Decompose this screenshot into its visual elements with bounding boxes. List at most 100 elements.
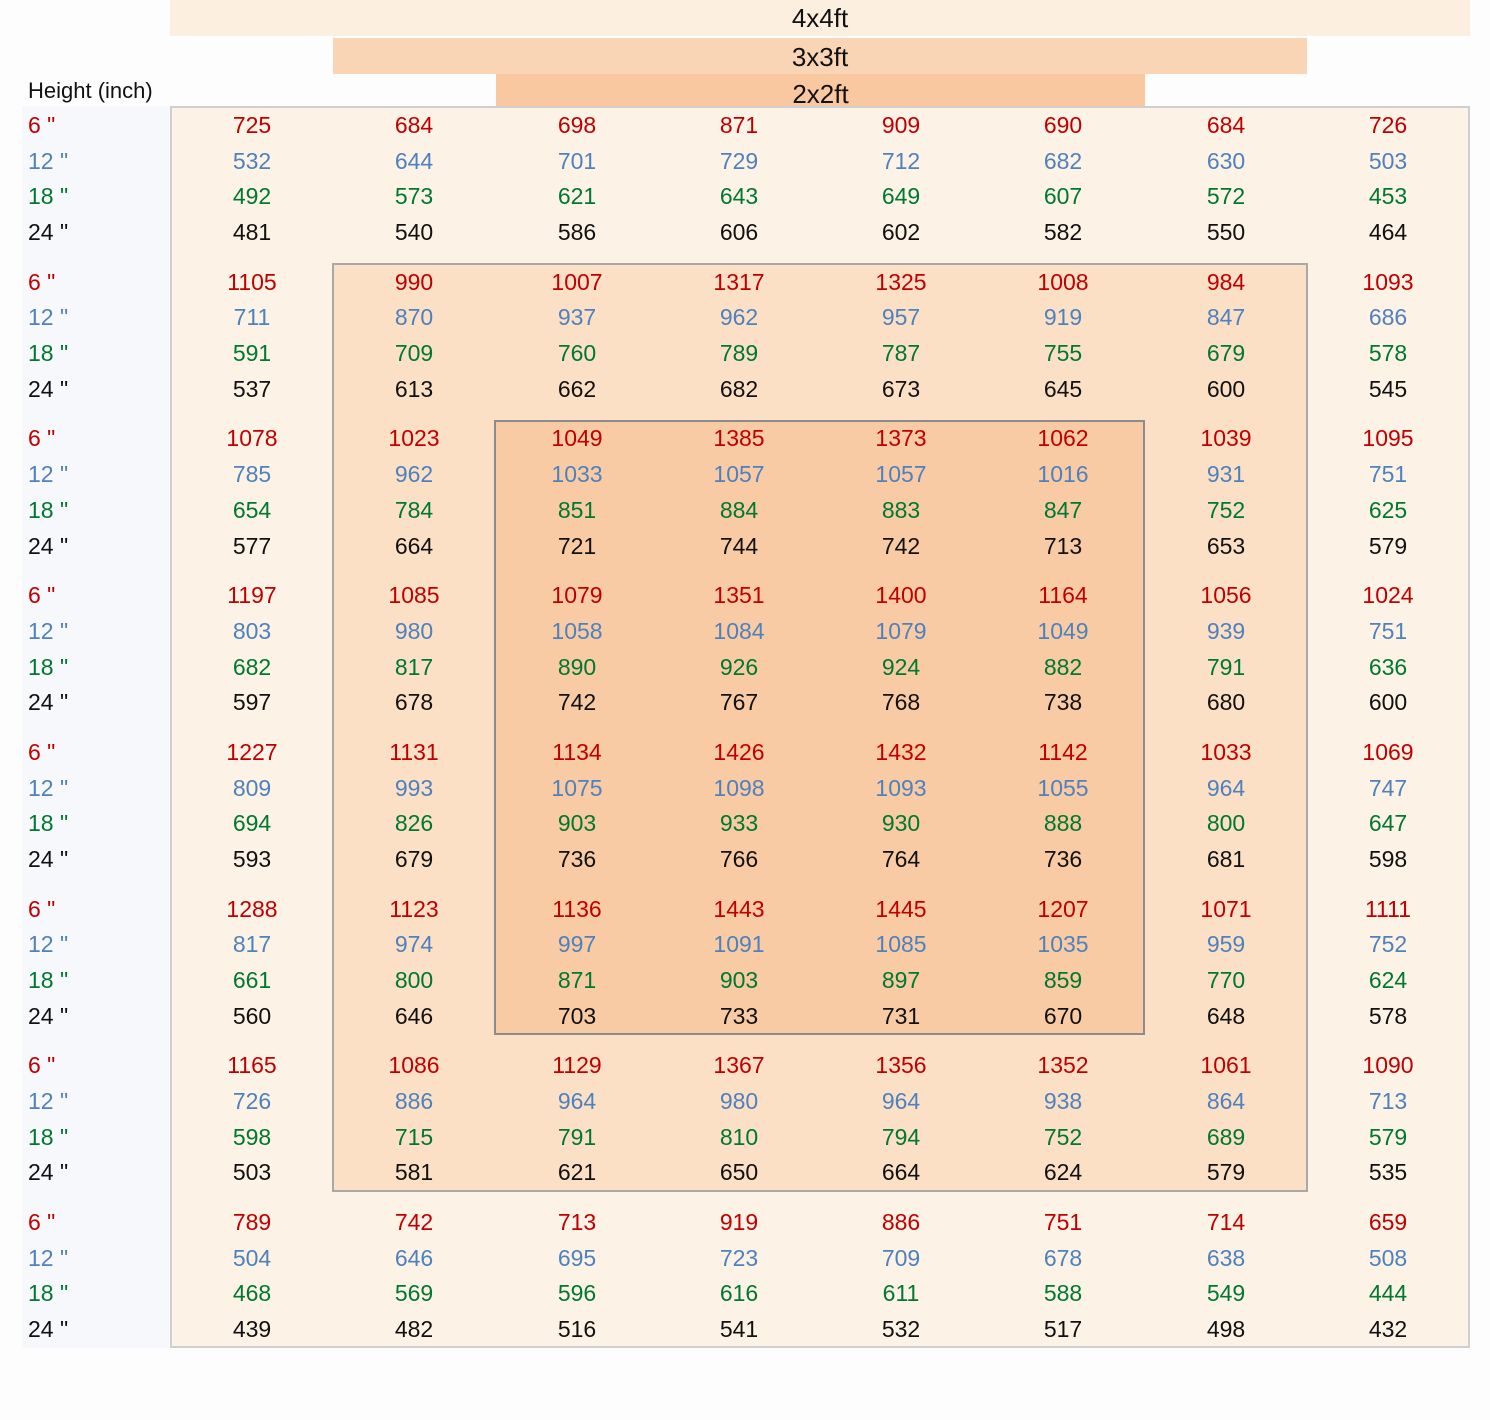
ppfd-value-r3-c4-12in: 1057 (713, 461, 765, 488)
height-label-6in: 6 " (28, 1208, 56, 1235)
ppfd-value-r1-c4-6in: 871 (719, 112, 759, 138)
ppfd-value-r4-c7-12in: 939 (1206, 617, 1246, 644)
ppfd-value-r6-c1-24in: 560 (232, 1002, 272, 1029)
ppfd-value-r4-c4-12in: 1084 (713, 617, 765, 644)
ppfd-value-r2-c5-12in: 957 (881, 304, 921, 331)
ppfd-value-r1-c7-6in: 684 (1206, 112, 1246, 138)
height-label-24in: 24 " (28, 1316, 69, 1342)
ppfd-value-r6-c8-12in: 752 (1368, 931, 1408, 958)
ppfd-value-r6-c7-12in: 959 (1206, 931, 1246, 958)
ppfd-value-r5-c4-18in: 933 (719, 810, 759, 837)
ppfd-value-r6-c5-12in: 1085 (875, 931, 927, 958)
ppfd-value-r6-c6-18in: 859 (1043, 966, 1083, 993)
ppfd-value-r2-c5-18in: 787 (881, 340, 921, 367)
ppfd-value-r7-c1-6in: 1165 (227, 1052, 277, 1079)
ppfd-value-r5-c7-6in: 1033 (1200, 738, 1252, 765)
ppfd-value-r2-c7-24in: 600 (1206, 375, 1246, 402)
height-label-18in: 18 " (28, 496, 69, 523)
ppfd-value-r5-c5-24in: 764 (881, 845, 921, 872)
ppfd-value-r6-c2-24in: 646 (394, 1002, 434, 1029)
ppfd-value-r1-c7-18in: 572 (1206, 183, 1246, 210)
ppfd-value-r4-c8-24in: 600 (1368, 689, 1408, 716)
area-2x2ft (494, 420, 1145, 1035)
ppfd-value-r5-c2-18in: 826 (394, 810, 434, 837)
ppfd-value-r5-c5-12in: 1093 (875, 774, 927, 801)
ppfd-value-r4-c3-12in: 1058 (551, 617, 603, 644)
ppfd-value-r8-c5-24in: 532 (881, 1316, 921, 1342)
ppfd-value-r2-c1-18in: 591 (232, 340, 272, 367)
ppfd-value-r3-c2-12in: 962 (394, 461, 434, 488)
height-label-12in: 12 " (28, 461, 69, 488)
ppfd-value-r4-c2-24in: 678 (394, 689, 434, 716)
ppfd-value-r1-c5-6in: 909 (881, 112, 921, 138)
ppfd-value-r6-c7-6in: 1071 (1200, 895, 1252, 922)
ppfd-value-r7-c3-12in: 964 (557, 1087, 597, 1114)
height-label-24in: 24 " (28, 1002, 69, 1029)
ppfd-value-r4-c5-6in: 1400 (875, 582, 927, 609)
ppfd-value-r5-c4-12in: 1098 (713, 774, 765, 801)
height-label-24in: 24 " (28, 689, 69, 716)
ppfd-value-r7-c5-24in: 664 (881, 1159, 921, 1186)
ppfd-value-r7-c5-12in: 964 (881, 1087, 921, 1114)
ppfd-value-r7-c5-18in: 794 (881, 1123, 921, 1150)
ppfd-value-r3-c1-24in: 577 (232, 532, 272, 559)
ppfd-value-r1-c2-12in: 644 (394, 147, 434, 174)
ppfd-value-r2-c2-12in: 870 (394, 304, 434, 331)
ppfd-value-r5-c8-12in: 747 (1368, 774, 1408, 801)
ppfd-value-r4-c1-12in: 803 (232, 617, 272, 644)
ppfd-value-r2-c3-24in: 662 (557, 375, 597, 402)
ppfd-value-r8-c7-6in: 714 (1206, 1208, 1246, 1235)
ppfd-value-r5-c1-6in: 1227 (226, 738, 278, 765)
ppfd-value-r1-c8-18in: 453 (1368, 183, 1408, 210)
ppfd-value-r4-c6-6in: 1164 (1038, 582, 1088, 609)
height-label-18in: 18 " (28, 810, 69, 837)
ppfd-value-r1-c1-12in: 532 (232, 147, 272, 174)
ppfd-value-r2-c3-6in: 1007 (551, 268, 603, 295)
ppfd-value-r2-c1-24in: 537 (232, 375, 272, 402)
ppfd-value-r6-c8-6in: 1111 (1364, 895, 1412, 922)
ppfd-value-r8-c5-12in: 709 (881, 1244, 921, 1271)
ppfd-value-r5-c8-24in: 598 (1368, 845, 1408, 872)
height-label-18in: 18 " (28, 183, 69, 210)
ppfd-value-r2-c4-24in: 682 (719, 375, 759, 402)
ppfd-value-r6-c4-24in: 733 (719, 1002, 759, 1029)
ppfd-value-r5-c5-18in: 930 (881, 810, 921, 837)
ppfd-value-r3-c8-18in: 625 (1368, 496, 1408, 523)
ppfd-value-r8-c4-12in: 723 (719, 1244, 759, 1271)
ppfd-value-r6-c5-24in: 731 (881, 1002, 921, 1029)
ppfd-value-r8-c3-24in: 516 (557, 1316, 597, 1342)
ppfd-value-r5-c8-6in: 1069 (1362, 738, 1414, 765)
height-label-6in: 6 " (28, 425, 56, 452)
ppfd-value-r5-c6-12in: 1055 (1037, 774, 1089, 801)
ppfd-value-r5-c3-12in: 1075 (551, 774, 603, 801)
height-label-12in: 12 " (28, 147, 69, 174)
ppfd-value-r4-c8-6in: 1024 (1362, 582, 1414, 609)
ppfd-value-r1-c2-24in: 540 (394, 219, 434, 246)
height-label-18in: 18 " (28, 1123, 69, 1150)
ppfd-value-r7-c6-6in: 1352 (1037, 1052, 1089, 1079)
ppfd-value-r4-c2-6in: 1085 (388, 582, 440, 609)
height-label-18in: 18 " (28, 966, 69, 993)
ppfd-value-r8-c7-12in: 638 (1206, 1244, 1246, 1271)
ppfd-value-r3-c1-18in: 654 (232, 496, 272, 523)
ppfd-value-r2-c6-12in: 919 (1043, 304, 1083, 331)
ppfd-value-r5-c2-6in: 1131 (389, 738, 439, 765)
ppfd-value-r4-c4-18in: 926 (719, 653, 759, 680)
height-label-24in: 24 " (28, 845, 69, 872)
ppfd-value-r7-c2-6in: 1086 (388, 1052, 440, 1079)
ppfd-value-r7-c5-6in: 1356 (875, 1052, 927, 1079)
height-label-12in: 12 " (28, 617, 69, 644)
ppfd-value-r5-c5-6in: 1432 (875, 738, 927, 765)
ppfd-value-r6-c3-12in: 997 (557, 931, 597, 958)
ppfd-value-r4-c1-24in: 597 (232, 689, 272, 716)
ppfd-value-r3-c3-24in: 721 (557, 532, 597, 559)
ppfd-value-r3-c7-12in: 931 (1206, 461, 1246, 488)
ppfd-value-r5-c3-18in: 903 (557, 810, 597, 837)
ppfd-value-r4-c7-6in: 1056 (1200, 582, 1252, 609)
ppfd-value-r7-c7-12in: 864 (1206, 1087, 1246, 1114)
ppfd-value-r6-c8-24in: 578 (1368, 1002, 1408, 1029)
ppfd-value-r3-c6-12in: 1016 (1037, 461, 1089, 488)
ppfd-value-r2-c4-18in: 789 (719, 340, 759, 367)
height-label-6in: 6 " (28, 268, 56, 295)
ppfd-value-r6-c7-24in: 648 (1206, 1002, 1246, 1029)
